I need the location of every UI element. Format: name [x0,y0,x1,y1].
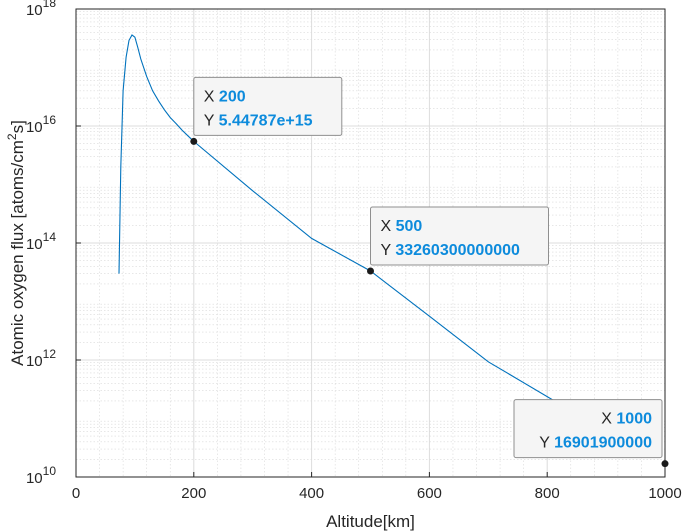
y-tick-labels: 1010 1012 1014 1016 1018 [26,0,56,487]
x-tick-label: 400 [299,485,324,502]
datatip-marker [661,460,669,468]
x-axis-label: Altitude[km] [326,512,415,531]
y-tick-label: 1016 [26,113,56,136]
datatip-box [370,206,549,266]
y-tick-label: 1012 [26,347,56,370]
x-tick-label: 0 [72,485,80,502]
datatip-marker [190,137,198,145]
x-tick-label: 1000 [648,485,681,502]
series-line [118,34,560,405]
y-axis-label-superscript: 2 [5,133,19,140]
y-axis-label-main: Atomic oxygen flux [atoms/cm [8,140,27,366]
datatip-box [513,399,663,459]
x-tick-label: 200 [181,485,206,502]
datatip-x-row: X 1000 [601,411,652,428]
minor-grid [76,9,665,477]
y-tick-label: 1010 [26,464,56,487]
datatips-layer: X 200 Y 5.44787e+15 X 500 Y 33260300000000 X… [190,76,669,468]
y-axis-label: Atomic oxygen flux [atoms/cm2s] [5,120,27,366]
y-tick-label: 1018 [26,0,56,19]
plot-frame [75,8,666,478]
datatip-x-row: X 500 [381,218,423,235]
y-axis-label-end: s] [8,120,27,133]
x-tick-label: 800 [535,485,560,502]
series-layer [118,34,560,405]
x-tick-label: 600 [417,485,442,502]
x-tick-labels: 0 200 400 600 800 1000 [72,485,682,502]
datatip-marker [367,267,374,275]
datatip-x-row: X 200 [204,88,246,105]
datatip-box [193,76,343,136]
datatip-y-row: Y 33260300000000 [381,242,521,259]
y-tick-label: 1014 [26,230,56,253]
datatip-y-row: Y 16901900000 [539,435,652,452]
datatip-y-row: Y 5.44787e+15 [204,112,313,129]
